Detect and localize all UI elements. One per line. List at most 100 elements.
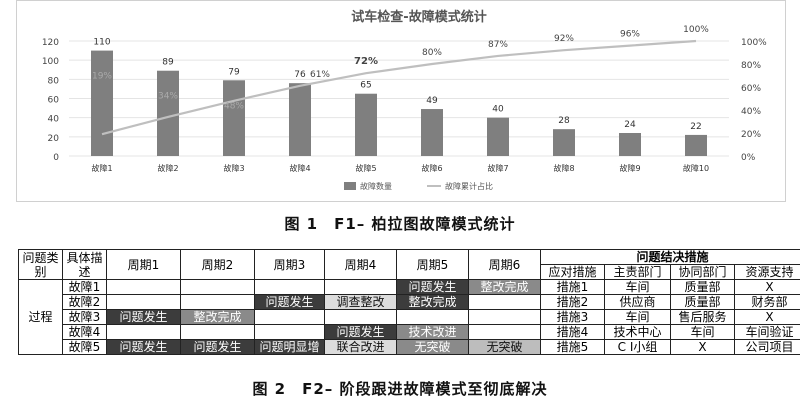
line-value-label: 92% <box>554 34 574 44</box>
bar <box>91 50 113 157</box>
line-value-label: 19% <box>92 72 112 82</box>
assist-dept-cell: 质量部 <box>670 294 735 310</box>
y2-tick-label: 60% <box>741 84 761 94</box>
line-value-label: 80% <box>422 48 442 58</box>
y-tick-label: 100 <box>42 57 59 67</box>
y2-tick-label: 20% <box>741 130 761 140</box>
period-cell: 问题明显增 <box>254 339 325 355</box>
bar-value-label: 110 <box>93 38 110 48</box>
line-value-label: 72% <box>354 56 378 67</box>
fault-name-cell: 故障1 <box>62 279 107 295</box>
x-tick-label: 故障4 <box>289 163 310 173</box>
fault-name-cell: 故障4 <box>62 324 107 340</box>
assist-dept-cell: 售后服务 <box>670 309 735 325</box>
measure-cell: 措施5 <box>540 339 605 355</box>
header-lead-dept: 主责部门 <box>604 264 671 280</box>
lead-dept-cell: C I小组 <box>604 339 671 355</box>
header-measure: 应对措施 <box>540 264 605 280</box>
period-cell <box>254 324 325 340</box>
y2-tick-label: 80% <box>741 61 761 71</box>
bar <box>487 117 509 156</box>
header-specific: 具体描述 <box>62 249 107 280</box>
bar <box>355 93 377 156</box>
period-cell: 整改完成 <box>396 294 469 310</box>
period-cell <box>468 294 541 310</box>
period-cell <box>254 309 325 325</box>
period-cell: 技术改进 <box>396 324 469 340</box>
legend-label-bar: 故障数量 <box>360 181 392 191</box>
bar-value-label: 65 <box>360 81 371 91</box>
line-value-label: 96% <box>620 30 640 40</box>
legend-label-line: 故障累计占比 <box>445 181 493 191</box>
lead-dept-cell: 车间 <box>604 279 671 295</box>
pareto-chart: 试车检查-故障模式统计 0 20 40 60 80 100 120 0% 20% 40% 60% 80%… <box>16 0 786 202</box>
assist-dept-cell: 质量部 <box>670 279 735 295</box>
lead-dept-cell: 技术中心 <box>604 324 671 340</box>
bar <box>289 83 311 156</box>
measure-cell: 措施4 <box>540 324 605 340</box>
bar-value-label: 40 <box>492 105 504 115</box>
table-row: 过程 故障1 问题发生 整改完成 措施1 车间 质量部 X <box>18 279 800 355</box>
bar-value-label: 24 <box>624 120 636 130</box>
x-tick-label: 故障10 <box>683 163 709 173</box>
period-cell: 整改完成 <box>180 309 255 325</box>
table-row: 故障5 问题发生 问题发生 问题明显增 联合改进 无突破 无突破 措施5 C I小组 X 公司项目 <box>19 339 800 355</box>
resource-cell: 财务部 <box>733 294 800 310</box>
period-cell <box>324 279 397 295</box>
period-cell <box>106 279 181 295</box>
period-cell: 无突破 <box>468 339 541 355</box>
y2-tick-label: 0% <box>741 153 756 163</box>
resource-cell: X <box>733 309 800 325</box>
y-tick-label: 120 <box>42 38 59 48</box>
x-tick-label: 故障3 <box>223 163 244 173</box>
measure-cell: 措施3 <box>540 309 605 325</box>
bar <box>619 133 641 156</box>
header-period-3: 周期3 <box>254 249 325 280</box>
period-cell: 无突破 <box>396 339 469 355</box>
header-period-4: 周期4 <box>324 249 397 280</box>
line-value-label: 61% <box>310 70 330 80</box>
y-tick-label: 40 <box>48 115 60 125</box>
y2-tick-label: 40% <box>741 107 761 117</box>
chart-title: 试车检查-故障模式统计 <box>351 9 486 25</box>
period-cell: 联合改进 <box>324 339 397 355</box>
fault-name-cell: 故障2 <box>62 294 107 310</box>
table-body: 过程 故障1 问题发生 整改完成 措施1 车间 质量部 X 故障2 问题发生 调查整改 整改完成 措施2… <box>18 279 800 355</box>
period-cell <box>254 279 325 295</box>
table-row: 故障3 问题发生 整改完成 措施3 车间 售后服务 X <box>19 309 800 325</box>
line-value-label: 100% <box>683 25 709 35</box>
resource-cell: X <box>733 279 800 295</box>
bar <box>553 129 575 156</box>
x-tick-label: 故障8 <box>553 163 574 173</box>
bar <box>421 109 443 156</box>
x-tick-label: 故障2 <box>157 163 178 173</box>
line-value-label: 34% <box>158 92 178 102</box>
period-cell <box>468 324 541 340</box>
header-period-1: 周期1 <box>106 249 181 280</box>
period-cell <box>106 324 181 340</box>
assist-dept-cell: X <box>670 339 735 355</box>
period-cell: 问题发生 <box>106 339 181 355</box>
period-cell <box>324 309 397 325</box>
resource-cell: 公司项目 <box>733 339 800 355</box>
figure1-caption: 图 1 F1– 柏拉图故障模式统计 <box>284 215 516 233</box>
y2-tick-label: 100% <box>741 38 767 48</box>
period-cell: 问题发生 <box>396 279 469 295</box>
period-cell: 问题发生 <box>324 324 397 340</box>
bar <box>223 80 245 156</box>
resource-cell: 车间验证 <box>733 324 800 340</box>
line-value-label: 48% <box>224 101 244 111</box>
header-period-6: 周期6 <box>468 249 541 280</box>
bar-value-label: 89 <box>162 58 174 68</box>
x-tick-label: 故障9 <box>619 163 640 173</box>
header-period-5: 周期5 <box>396 249 469 280</box>
period-cell: 问题发生 <box>180 339 255 355</box>
period-cell <box>106 294 181 310</box>
y-tick-label: 20 <box>48 134 60 144</box>
bar-value-label: 22 <box>690 122 701 132</box>
period-cell: 问题发生 <box>106 309 181 325</box>
tracking-table: 问题类别 具体描述 周期1 周期2 周期3 周期4 周期5 周期6 问题结决措施… <box>18 249 800 355</box>
x-tick-label: 故障5 <box>355 163 376 173</box>
header-assist-dept: 协同部门 <box>670 264 735 280</box>
x-tick-label: 故障6 <box>421 163 442 173</box>
